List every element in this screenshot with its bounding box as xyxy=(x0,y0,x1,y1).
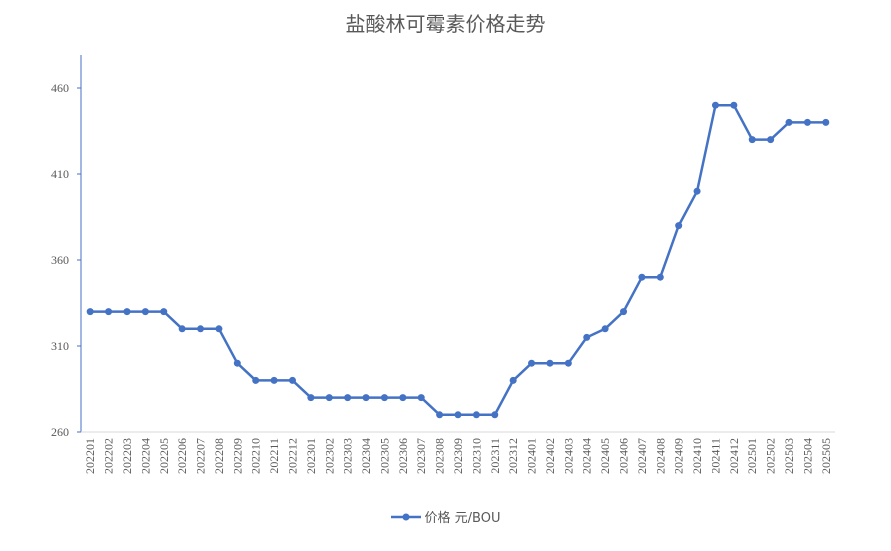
x-tick-label: 202201 xyxy=(83,438,97,474)
x-tick-label: 202404 xyxy=(580,438,594,474)
legend-line-marker-icon xyxy=(390,513,421,520)
x-tick-label: 202502 xyxy=(764,438,778,474)
data-point xyxy=(472,411,480,419)
x-tick-label: 202501 xyxy=(745,438,759,474)
data-point xyxy=(601,325,609,333)
data-point xyxy=(711,101,719,109)
x-tick-label: 202303 xyxy=(341,438,355,474)
data-point xyxy=(86,308,94,316)
x-tick-label: 202211 xyxy=(267,438,281,474)
data-point xyxy=(288,376,296,384)
x-tick-label: 202403 xyxy=(561,438,575,474)
data-point xyxy=(730,101,738,109)
x-tick-label: 202306 xyxy=(396,438,410,474)
data-point xyxy=(546,359,554,367)
data-point xyxy=(252,376,260,384)
data-point xyxy=(454,411,462,419)
x-tick-label: 202408 xyxy=(653,438,667,474)
data-point xyxy=(803,118,811,126)
x-tick-label: 202410 xyxy=(690,438,704,474)
data-point xyxy=(620,308,628,316)
x-tick-label: 202302 xyxy=(322,438,336,474)
data-point xyxy=(638,273,646,281)
x-tick-label: 202308 xyxy=(433,438,447,474)
data-point xyxy=(509,376,517,384)
x-tick-label: 202310 xyxy=(469,438,483,474)
data-point xyxy=(380,394,388,402)
data-point xyxy=(325,394,333,402)
data-point xyxy=(160,308,168,316)
y-tick-label: 360 xyxy=(51,253,69,267)
x-tick-label: 202505 xyxy=(819,438,833,474)
data-point xyxy=(785,118,793,126)
chart-title: 盐酸林可霉素价格走势 xyxy=(345,12,546,36)
data-point xyxy=(123,308,131,316)
data-point xyxy=(656,273,664,281)
data-point xyxy=(583,333,591,341)
y-tick-label: 410 xyxy=(51,167,69,181)
data-point xyxy=(270,376,278,384)
data-point xyxy=(307,394,315,402)
x-tick-label: 202405 xyxy=(598,438,612,474)
data-point xyxy=(693,187,701,195)
y-tick-label: 260 xyxy=(51,425,69,439)
data-point xyxy=(178,325,186,333)
data-point xyxy=(197,325,205,333)
x-tick-label: 202407 xyxy=(635,438,649,474)
data-point xyxy=(399,394,407,402)
x-tick-label: 202208 xyxy=(212,438,226,474)
x-tick-label: 202209 xyxy=(230,438,244,474)
x-tick-label: 202210 xyxy=(249,438,263,474)
data-point xyxy=(362,394,370,402)
x-tick-label: 202309 xyxy=(451,438,465,474)
x-tick-label: 202503 xyxy=(782,438,796,474)
series-line xyxy=(90,103,826,417)
x-tick-label: 202406 xyxy=(617,438,631,474)
data-point xyxy=(528,359,536,367)
x-tick-label: 202212 xyxy=(285,438,299,474)
x-tick-label: 202204 xyxy=(138,438,152,474)
data-point xyxy=(822,118,830,126)
x-tick-label: 202301 xyxy=(304,438,318,474)
data-point xyxy=(215,325,223,333)
data-point xyxy=(417,394,425,402)
legend: 价格 元/BOU xyxy=(0,507,891,526)
x-tick-label: 202202 xyxy=(102,438,116,474)
x-tick-label: 202402 xyxy=(543,438,557,474)
data-point xyxy=(105,308,113,316)
x-tick-label: 202206 xyxy=(175,438,189,474)
x-tick-label: 202401 xyxy=(525,438,539,474)
data-point xyxy=(233,359,241,367)
x-tick-label: 202304 xyxy=(359,438,373,474)
x-tick-label: 202307 xyxy=(414,438,428,474)
y-tick-label: 310 xyxy=(51,339,69,353)
y-tick-label: 460 xyxy=(51,81,69,95)
x-tick-label: 202207 xyxy=(194,438,208,474)
x-tick-label: 202411 xyxy=(708,438,722,474)
data-point xyxy=(344,394,352,402)
x-tick-label: 202412 xyxy=(727,438,741,474)
x-tick-label: 202311 xyxy=(488,438,502,474)
data-point xyxy=(748,136,756,144)
data-point xyxy=(564,359,572,367)
x-tick-label: 202205 xyxy=(157,438,171,474)
x-tick-label: 202203 xyxy=(120,438,134,474)
data-point xyxy=(436,411,444,419)
x-tick-label: 202312 xyxy=(506,438,520,474)
x-tick-label: 202504 xyxy=(800,438,814,474)
data-point xyxy=(767,136,775,144)
data-point xyxy=(141,308,149,316)
legend-label: 价格 元/BOU xyxy=(424,511,501,526)
data-point xyxy=(675,222,683,230)
x-tick-label: 202305 xyxy=(377,438,391,474)
data-point xyxy=(491,411,499,419)
x-tick-label: 202409 xyxy=(672,438,686,474)
